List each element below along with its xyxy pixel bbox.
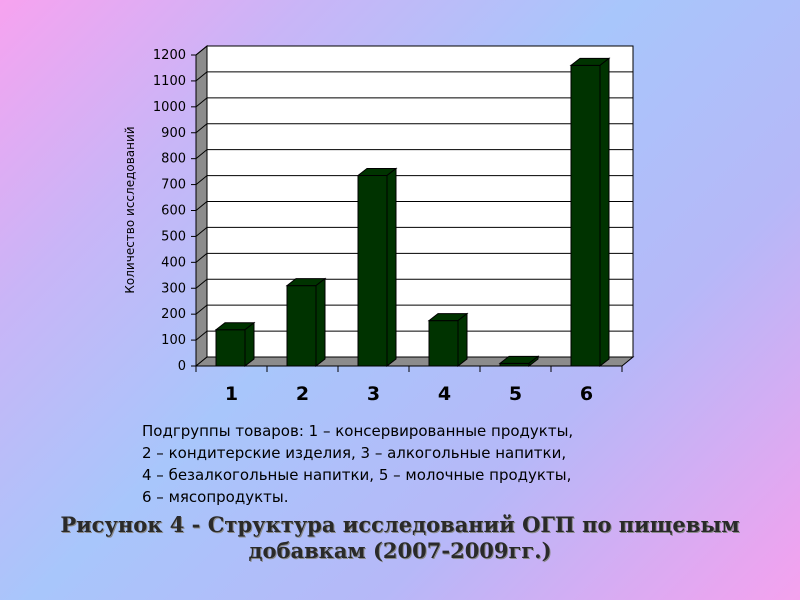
y-tick-label: 1000: [153, 100, 186, 115]
figure-title: Рисунок 4 - Структура исследований ОГП п…: [0, 512, 800, 564]
bar-front: [428, 320, 459, 367]
floor: [194, 356, 635, 367]
gridline: [195, 71, 208, 82]
bar-side: [244, 321, 255, 368]
caption: Подгруппы товаров: 1 – консервированные …: [142, 420, 702, 508]
y-tick-label: 600: [161, 204, 186, 219]
gridline: [195, 330, 208, 341]
figure-title-line1: Рисунок 4 - Структура исследований ОГП п…: [60, 512, 740, 537]
gridline: [195, 45, 208, 56]
bar: [498, 355, 540, 368]
x-tick-label: 6: [580, 383, 593, 405]
gridline: [195, 175, 208, 185]
caption-line: 2 – кондитерские изделия, 3 – алкогольны…: [142, 444, 567, 462]
y-tick-label: 900: [161, 126, 186, 141]
y-axis-label: Количество исследований: [123, 126, 137, 293]
y-tick-label: 400: [161, 255, 186, 270]
gridline: [195, 304, 208, 315]
y-tick-label: 800: [161, 152, 186, 167]
y-tick-label: 300: [161, 281, 186, 296]
bar-side: [386, 167, 397, 368]
y-tick-label: 700: [161, 178, 186, 193]
bar: [285, 277, 327, 368]
gridline: [195, 252, 208, 263]
bar: [569, 57, 611, 368]
caption-line: 4 – безалкогольные напитки, 5 – молочные…: [142, 466, 572, 484]
bar-front: [357, 175, 388, 367]
y-tick-label: 1100: [153, 74, 186, 89]
y-tick-label: 500: [161, 229, 186, 244]
bar-side: [599, 57, 610, 368]
caption-line: 6 – мясопродукты.: [142, 488, 289, 506]
gridline: [195, 97, 208, 108]
gridline: [195, 278, 208, 289]
bar: [356, 167, 398, 368]
caption-line: Подгруппы товаров: 1 – консервированные …: [142, 422, 574, 440]
y-tick-label: 100: [161, 333, 186, 348]
bar-front: [570, 64, 601, 367]
y-tick-label: 0: [178, 359, 186, 374]
bar: [214, 321, 256, 368]
figure-title-line2: добавкам (2007-2009гг.): [248, 538, 552, 563]
bar-chart: 0 100 200 300 400 500 600 700 800 900 1000 1100 1200…: [123, 44, 635, 405]
bar: [427, 312, 469, 368]
x-tick-label: 2: [296, 383, 309, 405]
x-tick-label: 4: [438, 383, 451, 405]
y-tick-label: 1200: [153, 48, 186, 63]
bar-front: [215, 329, 246, 367]
gridline: [195, 227, 208, 237]
y-tick-label: 200: [161, 307, 186, 322]
x-tick-label: 5: [509, 383, 522, 405]
gridline: [195, 149, 208, 160]
gridline: [195, 201, 208, 211]
x-tick-label: 1: [225, 383, 238, 405]
gridline: [195, 123, 208, 134]
bar-side: [315, 277, 326, 368]
bar-front: [286, 285, 317, 367]
x-tick-label: 3: [367, 383, 380, 405]
bar-side: [457, 312, 468, 368]
bar-side: [528, 355, 539, 368]
